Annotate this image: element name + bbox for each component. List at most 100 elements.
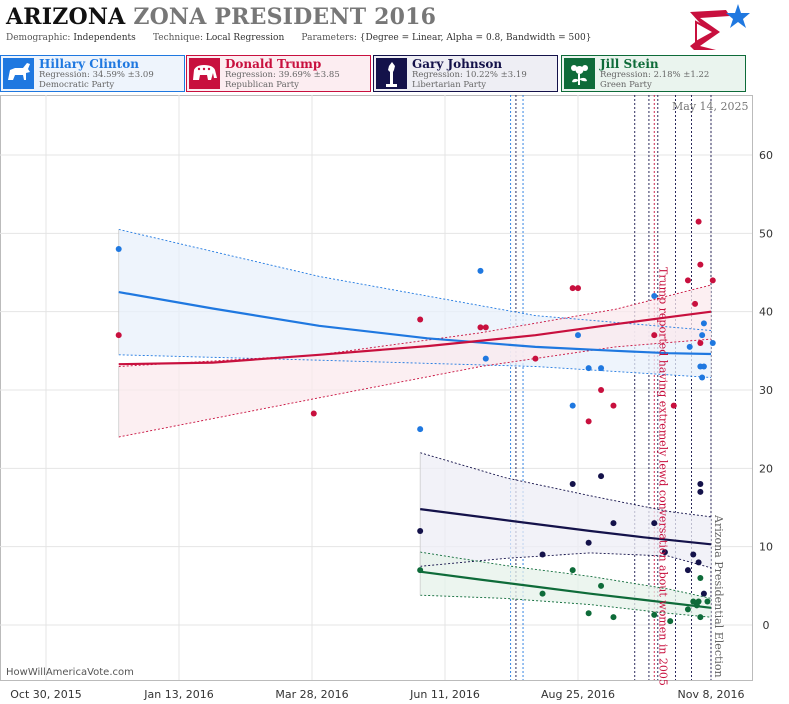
poll-point (690, 551, 697, 558)
subtitle: Demographic: Independents Technique: Loc… (6, 33, 591, 43)
y-tick-label: 30 (759, 384, 773, 397)
poll-point (670, 402, 677, 409)
poll-point (598, 365, 605, 372)
poll-point (697, 488, 704, 495)
upper-bound-line (420, 452, 712, 518)
upper-bound-line (420, 551, 712, 599)
poll-point (598, 473, 605, 480)
poll-point (697, 575, 704, 581)
date-stamp: May 14, 2025 (672, 100, 749, 113)
poll-point (575, 332, 581, 339)
poll-point (684, 277, 691, 284)
title-rest: ZONA PRESIDENT 2016 (133, 4, 437, 30)
poll-point (700, 363, 707, 370)
poll-point (695, 218, 702, 225)
demographic-value: Independents (73, 33, 136, 43)
page-title: ARIZONA ZONA PRESIDENT 2016 (6, 4, 436, 30)
regression-line (420, 570, 712, 609)
poll-point (695, 559, 702, 566)
liberty-torch-icon (376, 58, 407, 89)
x-tick-label: Nov 8, 2016 (678, 688, 745, 701)
demographic-label: Demographic: (6, 33, 71, 43)
poll-point (610, 614, 617, 621)
candidate-name: Jill Stein (600, 57, 659, 71)
poll-point (585, 610, 592, 617)
poll-point (539, 590, 546, 597)
poll-point (610, 402, 617, 409)
y-tick-label: 0 (763, 619, 770, 632)
poll-chart: Oct 30, 2015 Jan 13, 2016 Mar 28, 2016 Jun … (0, 95, 773, 701)
poll-point (697, 614, 704, 621)
parameters-value: {Degree = Linear, Alpha = 0.8, Bandwidth… (359, 33, 592, 43)
poll-point (709, 277, 716, 284)
poll-point (695, 598, 702, 605)
poll-point (651, 293, 658, 299)
poll-point (569, 402, 576, 409)
x-tick-label: Jan 13, 2016 (143, 688, 213, 701)
y-tick-label: 40 (759, 306, 773, 319)
poll-point (115, 332, 122, 339)
title-state: ARIZONA (6, 4, 126, 30)
poll-point (417, 316, 424, 323)
regression-line (420, 508, 712, 546)
technique-value: Local Regression (205, 33, 285, 43)
poll-point (709, 340, 716, 346)
candidate-regression: Regression: 39.69% ±3.85 (225, 70, 340, 80)
candidate-party: Republican Party (225, 80, 299, 90)
poll-point (417, 528, 424, 534)
donkey-icon (3, 58, 34, 89)
poll-point (686, 343, 693, 350)
poll-point (569, 285, 576, 292)
poll-point (699, 374, 706, 381)
poll-point (575, 285, 581, 292)
candidate-card-clinton: Hillary Clinton Regression: 34.59% ±3.09… (0, 55, 185, 92)
poll-point (699, 332, 706, 339)
candidate-card-johnson: Gary Johnson Regression: 10.22% ±3.19 Li… (373, 55, 558, 92)
y-tick-label: 50 (759, 227, 773, 240)
poll-point (697, 261, 704, 268)
poll-point (667, 618, 674, 625)
poll-point (661, 549, 668, 556)
candidate-name: Hillary Clinton (39, 57, 139, 71)
candidate-party: Green Party (600, 80, 652, 90)
poll-point (310, 410, 317, 417)
x-tick-label: Aug 25, 2016 (541, 688, 615, 701)
poll-point (697, 340, 704, 346)
y-tick-label: 20 (759, 462, 773, 475)
x-tick-label: Jun 11, 2016 (409, 688, 480, 701)
poll-point (692, 300, 699, 307)
poll-point (704, 598, 711, 605)
election-annotation: Arizona Presidential Election (712, 514, 725, 678)
poll-point (697, 481, 704, 487)
candidate-regression: Regression: 34.59% ±3.09 (39, 70, 154, 80)
watermark: HowWillAmericaVote.com (6, 667, 134, 678)
poll-point (569, 481, 576, 487)
star-logo-icon (690, 4, 750, 50)
regression-line (118, 291, 712, 356)
candidate-card-stein: Jill Stein Regression: 2.18% ±1.22 Green… (561, 55, 746, 92)
candidate-regression: Regression: 2.18% ±1.22 (600, 70, 710, 80)
poll-point (651, 332, 658, 339)
poll-point (690, 598, 697, 605)
poll-point (482, 324, 489, 331)
lower-bound-line (118, 354, 712, 378)
technique-label: Technique: (152, 33, 203, 43)
poll-point (477, 324, 484, 331)
poll-point (585, 418, 592, 425)
confidence-band (420, 552, 711, 618)
poll-point (482, 355, 489, 362)
elephant-icon (189, 58, 220, 89)
lower-bound-line (118, 338, 712, 438)
y-tick-label: 10 (759, 541, 773, 554)
regression-line (118, 310, 712, 366)
poll-point (539, 551, 546, 558)
candidate-name: Gary Johnson (412, 57, 503, 71)
candidate-party: Democratic Party (39, 80, 115, 90)
poll-point (417, 567, 424, 574)
candidate-party: Libertarian Party (412, 80, 487, 90)
poll-point (651, 520, 658, 527)
event-annotation: Trump reported having extremely lewd con… (656, 267, 669, 686)
poll-point (477, 267, 484, 274)
poll-point (585, 539, 592, 546)
poll-point (684, 567, 691, 574)
